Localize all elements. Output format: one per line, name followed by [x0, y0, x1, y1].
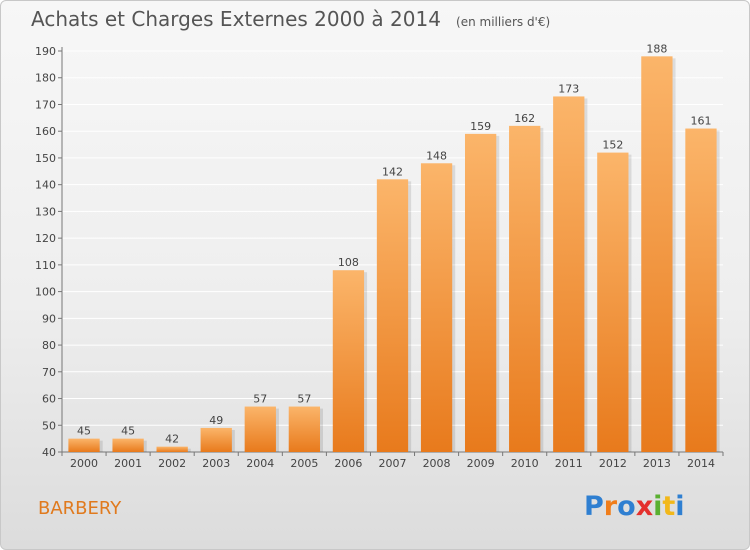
data-label: 45 [121, 425, 135, 438]
y-tick-label: 70 [42, 366, 56, 379]
data-label: 45 [77, 425, 91, 438]
bar [288, 406, 321, 452]
logo-letter: i [653, 491, 663, 522]
y-tick-label: 140 [35, 179, 56, 192]
data-label: 57 [297, 393, 311, 406]
data-label: 148 [426, 149, 447, 162]
y-tick-label: 90 [42, 312, 56, 325]
data-label: 162 [514, 112, 535, 125]
x-tick-label: 2010 [511, 457, 539, 470]
bar [376, 179, 409, 452]
y-tick-label: 150 [35, 152, 56, 165]
bars [68, 56, 720, 453]
y-tick-label: 80 [42, 339, 56, 352]
logo-letter: r [603, 491, 618, 522]
logo-letter: t [662, 491, 676, 522]
data-labels: 45 45 42 49 57 57 108 142 148 159 162 173 152 188 161 [77, 42, 711, 445]
x-tick-label: 2006 [334, 457, 362, 470]
bar [112, 438, 144, 452]
commune-name: BARBERY [38, 498, 122, 519]
proxiti-logo[interactable]: Proxiti [584, 491, 685, 522]
x-tick-label: 2007 [379, 457, 407, 470]
bar [509, 125, 541, 452]
y-tick-label: 180 [35, 72, 56, 85]
data-label: 159 [470, 120, 491, 133]
x-tick-label: 2013 [643, 457, 671, 470]
x-tick-label: 2002 [158, 457, 186, 470]
y-tick-label: 60 [42, 393, 56, 406]
data-label: 173 [558, 82, 579, 95]
bar [685, 128, 717, 452]
bar [332, 270, 365, 452]
y-tick-label: 170 [35, 98, 56, 111]
x-tick-label: 2001 [114, 457, 142, 470]
data-label: 188 [646, 42, 667, 55]
chart-title: Achats et Charges Externes 2000 à 2014 [31, 7, 441, 31]
logo-letter: i [675, 491, 685, 522]
y-tick-label: 50 [42, 419, 56, 432]
y-tick-label: 40 [42, 446, 56, 459]
x-tick-label: 2003 [202, 457, 230, 470]
y-tick-label: 130 [35, 205, 56, 218]
x-tick-label: 2004 [246, 457, 274, 470]
y-tick-label: 110 [35, 259, 56, 272]
bar [641, 56, 673, 452]
x-tick-label: 2000 [70, 457, 98, 470]
bar [68, 438, 100, 452]
y-tick-label: 100 [35, 286, 56, 299]
y-tick-label: 120 [35, 232, 56, 245]
bar [597, 152, 629, 452]
chart-title-row: Achats et Charges Externes 2000 à 2014 (… [31, 7, 550, 31]
logo-letter: P [584, 491, 604, 522]
data-label: 108 [338, 256, 359, 269]
bar [553, 96, 585, 453]
x-tick-label: 2008 [423, 457, 451, 470]
logo-letter: o [617, 491, 636, 522]
logo-letter: x [635, 491, 654, 522]
y-tick-label: 190 [35, 45, 56, 58]
x-tick-label: 2014 [687, 457, 715, 470]
chart-unit: (en milliers d'€) [456, 15, 551, 29]
data-label: 49 [209, 414, 223, 427]
bar [156, 446, 188, 452]
bar [420, 163, 453, 452]
x-tick-label: 2012 [599, 457, 627, 470]
data-label: 57 [253, 393, 267, 406]
bar [244, 406, 276, 452]
data-label: 152 [602, 139, 623, 152]
x-tick-label: 2005 [290, 457, 318, 470]
data-label: 161 [690, 115, 711, 128]
bar [464, 133, 497, 452]
bar [200, 427, 232, 452]
x-tick-label: 2011 [555, 457, 583, 470]
x-tick-label: 2009 [467, 457, 495, 470]
data-label: 142 [382, 165, 403, 178]
data-label: 42 [165, 433, 179, 446]
x-axis: 2000 2001 2002 2003 2004 2005 2006 2007 2008 2009… [61, 452, 724, 470]
y-tick-label: 160 [35, 125, 56, 138]
